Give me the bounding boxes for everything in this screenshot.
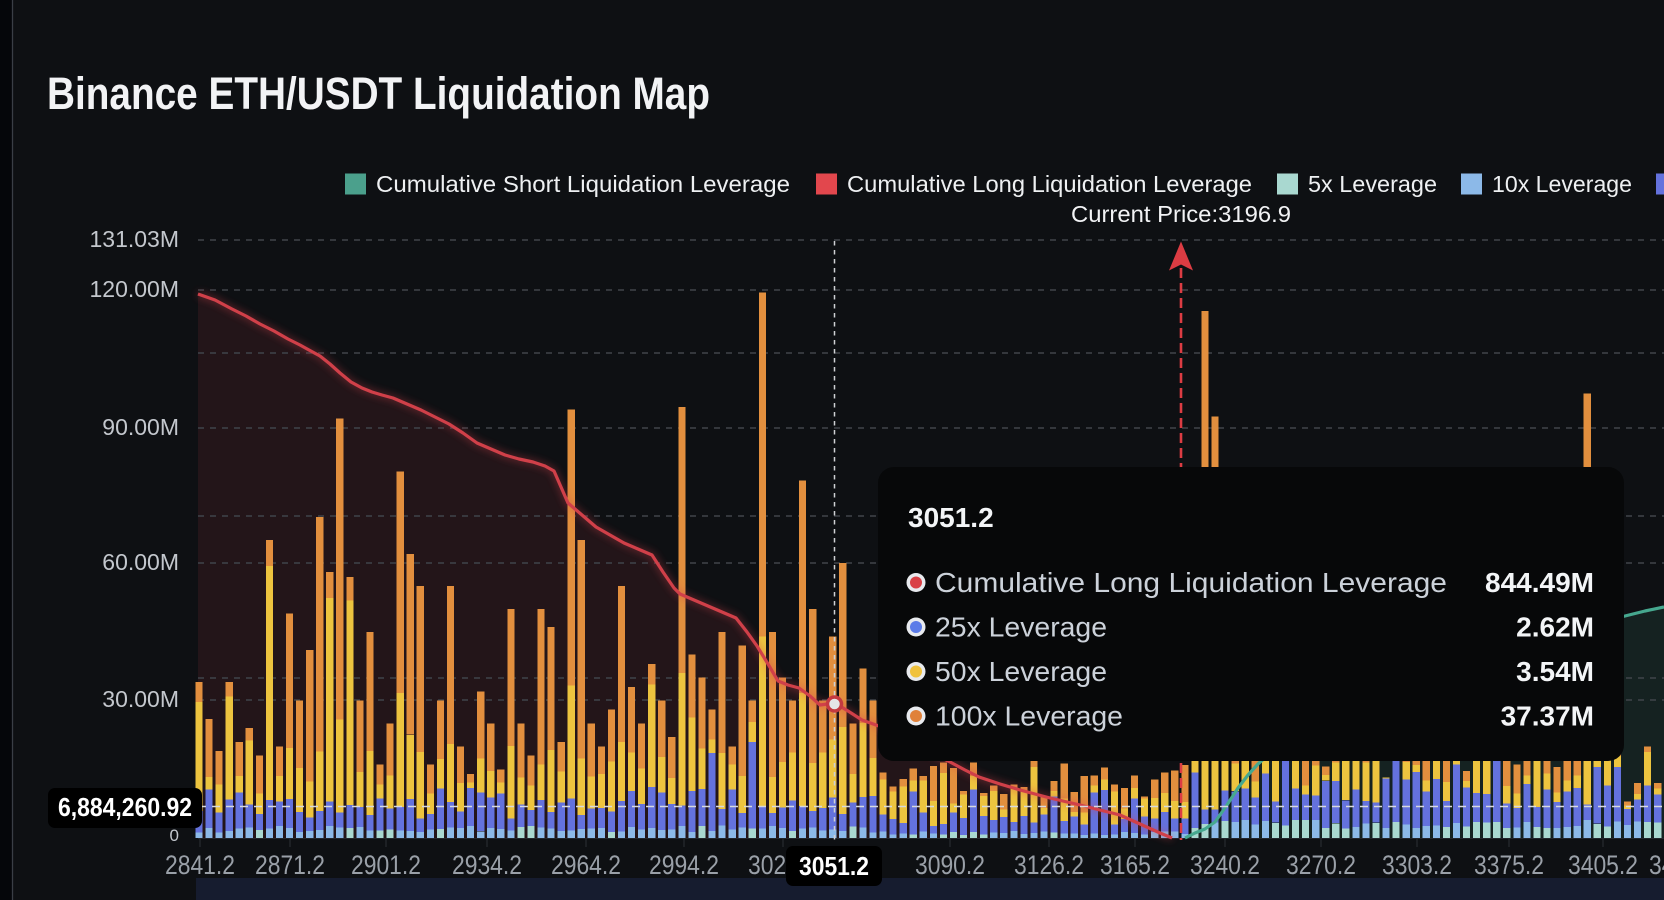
svg-text:Cumulative Long Liquidation Le: Cumulative Long Liquidation Leverage: [935, 567, 1447, 598]
svg-text:90.00M: 90.00M: [102, 414, 179, 440]
svg-text:37.37M: 37.37M: [1501, 701, 1594, 732]
svg-text:6,884,260.92: 6,884,260.92: [58, 792, 192, 822]
svg-text:844.49M: 844.49M: [1485, 567, 1594, 598]
svg-text:2871.2: 2871.2: [255, 850, 325, 880]
svg-text:5x Leverage: 5x Leverage: [1308, 171, 1437, 197]
svg-text:131.03M: 131.03M: [89, 226, 179, 252]
svg-text:10x Leverage: 10x Leverage: [1492, 171, 1632, 197]
svg-text:25x Leverage: 25x Leverage: [935, 612, 1107, 643]
svg-text:3240.2: 3240.2: [1190, 850, 1260, 880]
svg-text:2.62M: 2.62M: [1516, 612, 1594, 643]
svg-text:60.00M: 60.00M: [102, 549, 179, 575]
svg-text:3435.2: 3435.2: [1649, 850, 1664, 880]
svg-text:0: 0: [170, 826, 179, 845]
svg-text:2901.2: 2901.2: [351, 850, 421, 880]
svg-text:3051.2: 3051.2: [908, 502, 994, 533]
svg-text:3090.2: 3090.2: [915, 850, 985, 880]
svg-text:3303.2: 3303.2: [1382, 850, 1452, 880]
svg-text:3375.2: 3375.2: [1474, 850, 1544, 880]
svg-text:3126.2: 3126.2: [1014, 850, 1084, 880]
svg-text:Cumulative Long Liquidation Le: Cumulative Long Liquidation Leverage: [847, 171, 1252, 197]
svg-text:3165.2: 3165.2: [1100, 850, 1170, 880]
svg-text:3.54M: 3.54M: [1516, 656, 1594, 687]
svg-text:120.00M: 120.00M: [89, 276, 179, 302]
svg-text:3405.2: 3405.2: [1568, 850, 1638, 880]
svg-text:2994.2: 2994.2: [649, 850, 719, 880]
svg-text:3270.2: 3270.2: [1286, 850, 1356, 880]
svg-text:2841.2: 2841.2: [165, 850, 235, 880]
svg-text:30.00M: 30.00M: [102, 686, 179, 712]
svg-text:Binance ETH/USDT Liquidation M: Binance ETH/USDT Liquidation Map: [47, 68, 710, 119]
svg-text:100x Leverage: 100x Leverage: [935, 701, 1123, 732]
svg-text:2964.2: 2964.2: [551, 850, 621, 880]
svg-text:3051.2: 3051.2: [799, 851, 869, 881]
svg-text:Current Price:3196.9: Current Price:3196.9: [1071, 201, 1291, 227]
svg-text:50x Leverage: 50x Leverage: [935, 656, 1107, 687]
svg-text:Cumulative Short Liquidation L: Cumulative Short Liquidation Leverage: [376, 171, 790, 197]
svg-text:2934.2: 2934.2: [452, 850, 522, 880]
